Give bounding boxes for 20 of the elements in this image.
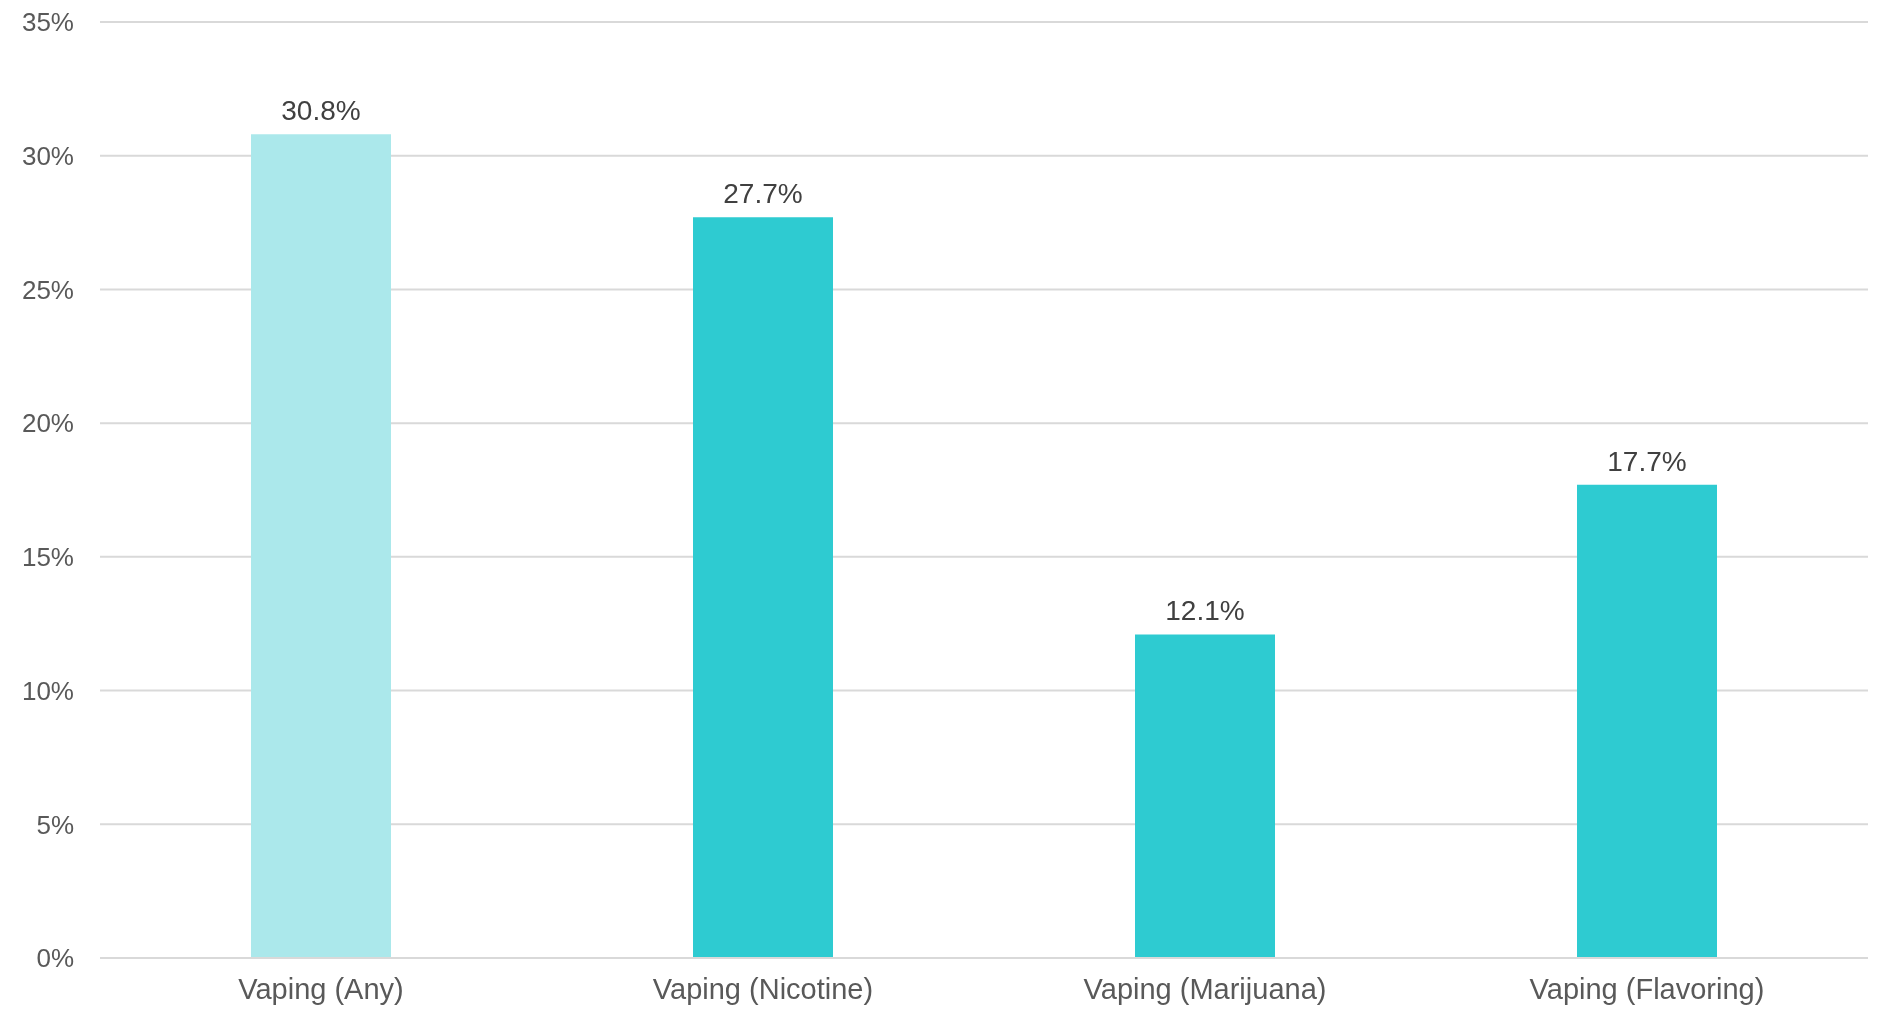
bar <box>251 134 391 958</box>
x-tick-label: Vaping (Marijuana) <box>1083 972 1327 1005</box>
y-tick-label: 35% <box>21 7 74 38</box>
bar <box>693 217 833 958</box>
y-tick-label: 15% <box>21 542 74 573</box>
x-tick-label: Vaping (Nicotine) <box>652 972 874 1005</box>
y-tick-label: 30% <box>21 140 74 171</box>
y-tick-label: 0% <box>36 943 74 974</box>
y-tick-label: 10% <box>21 675 74 706</box>
y-tick-label: 20% <box>21 408 74 439</box>
data-label: 17.7% <box>1607 445 1687 477</box>
data-label: 30.8% <box>281 95 361 127</box>
y-tick-label: 5% <box>36 809 74 840</box>
bar <box>1135 634 1275 958</box>
y-tick-label: 25% <box>21 274 74 305</box>
x-tick-label: Vaping (Flavoring) <box>1529 972 1765 1005</box>
data-label: 27.7% <box>723 178 803 210</box>
bar <box>1577 484 1717 958</box>
data-label: 12.1% <box>1165 595 1245 627</box>
x-tick-label: Vaping (Any) <box>238 972 404 1005</box>
